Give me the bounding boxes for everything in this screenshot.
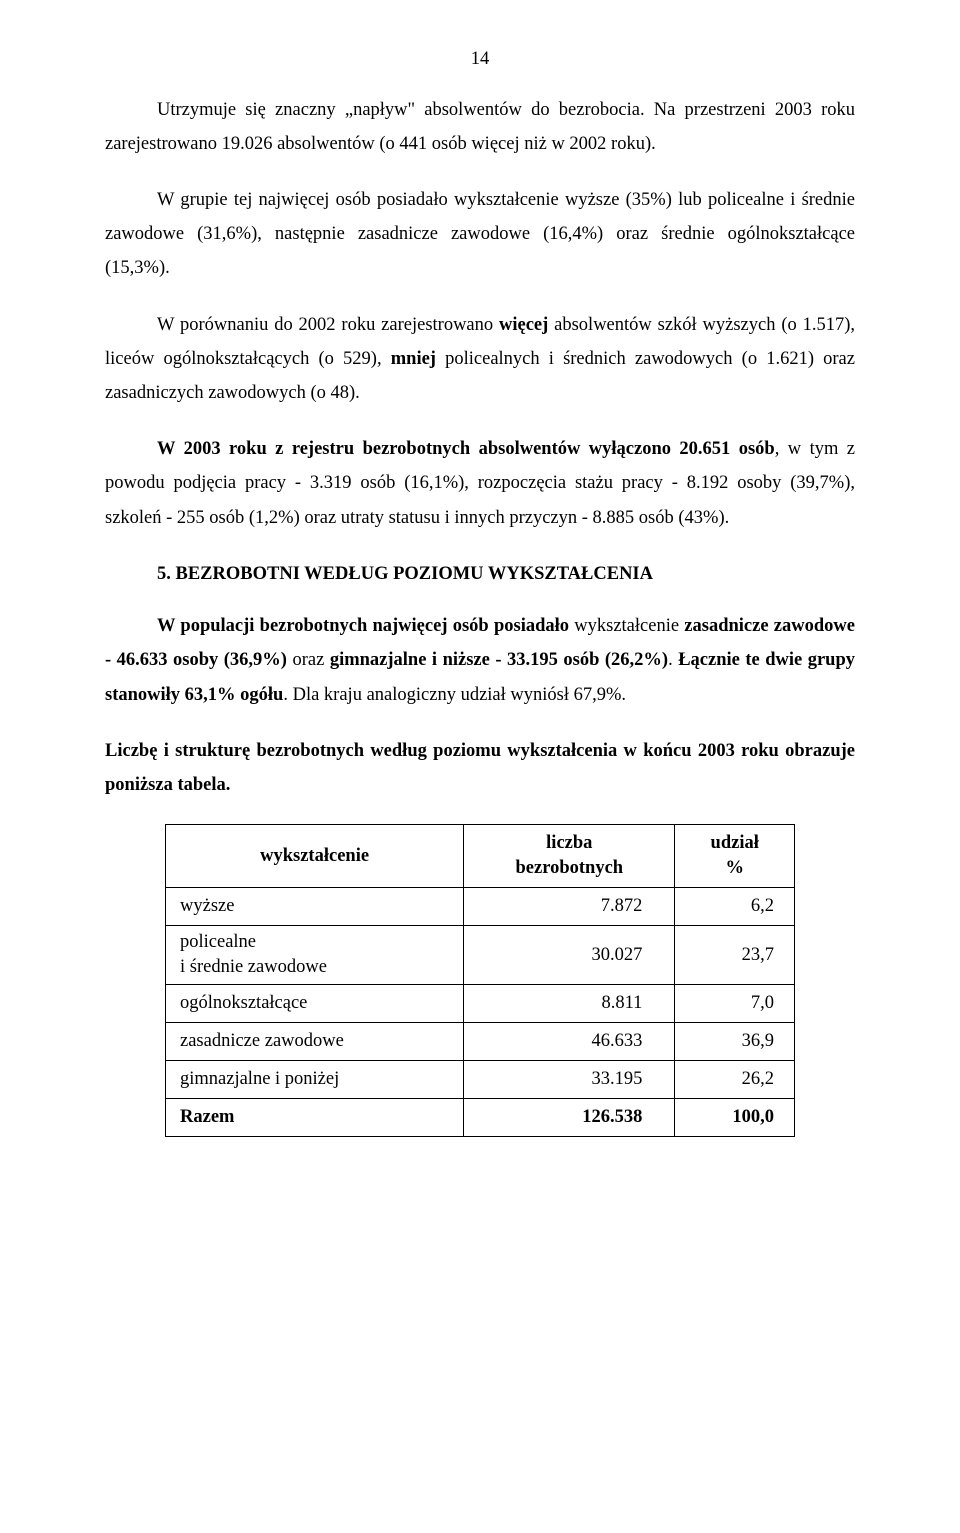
cell-value: 7,0: [675, 985, 795, 1023]
cell-value: 7.872: [464, 888, 675, 926]
cell-value: 8.811: [464, 985, 675, 1023]
cell-label: ogólnokształcące: [166, 985, 464, 1023]
text: Utrzymuje się znaczny „napływ" absolwent…: [105, 100, 855, 154]
paragraph-6: Liczbę i strukturę bezrobotnych według p…: [105, 734, 855, 802]
text: oraz: [287, 650, 330, 670]
page-number: 14: [105, 50, 855, 69]
bold-text: gimnazjalne i niższe - 33.195 osób (26,2…: [330, 650, 668, 670]
bold-text: W 2003 roku z rejestru bezrobotnych abso…: [157, 439, 775, 459]
text: W grupie tej najwięcej osób posiadało wy…: [105, 190, 855, 278]
cell-label: Razem: [166, 1098, 464, 1136]
cell-label: gimnazjalne i poniżej: [166, 1061, 464, 1099]
table-row: zasadnicze zawodowe 46.633 36,9: [166, 1023, 795, 1061]
cell-value: 33.195: [464, 1061, 675, 1099]
table-total-row: Razem 126.538 100,0: [166, 1098, 795, 1136]
cell-label: policealne i średnie zawodowe: [166, 926, 464, 985]
col-header-count: liczba bezrobotnych: [464, 825, 675, 888]
paragraph-4: W 2003 roku z rejestru bezrobotnych abso…: [105, 432, 855, 535]
cell-value: 23,7: [675, 926, 795, 985]
section-heading: 5. BEZROBOTNI WEDŁUG POZIOMU WYKSZTAŁCEN…: [105, 557, 855, 591]
cell-label: zasadnicze zawodowe: [166, 1023, 464, 1061]
text: i średnie zawodowe: [180, 957, 327, 977]
table-row: policealne i średnie zawodowe 30.027 23,…: [166, 926, 795, 985]
table-row: gimnazjalne i poniżej 33.195 26,2: [166, 1061, 795, 1099]
text: liczba: [546, 833, 592, 853]
table-row: wyższe 7.872 6,2: [166, 888, 795, 926]
text: udział: [711, 833, 759, 853]
text: . Dla kraju analogiczny udział wyniósł 6…: [283, 685, 626, 705]
bold-text: Liczbę i strukturę bezrobotnych według p…: [105, 741, 855, 795]
text: policealne: [180, 932, 256, 952]
cell-value: 36,9: [675, 1023, 795, 1061]
paragraph-5: W populacji bezrobotnych najwięcej osób …: [105, 609, 855, 712]
text: wykształcenie: [569, 616, 684, 636]
paragraph-1: Utrzymuje się znaczny „napływ" absolwent…: [105, 93, 855, 161]
text: W porównaniu do 2002 roku zarejestrowano: [157, 315, 499, 335]
cell-label: wyższe: [166, 888, 464, 926]
bold-text: mniej: [391, 349, 436, 369]
text: %: [725, 858, 744, 878]
cell-value: 6,2: [675, 888, 795, 926]
cell-value: 100,0: [675, 1098, 795, 1136]
cell-value: 126.538: [464, 1098, 675, 1136]
cell-value: 26,2: [675, 1061, 795, 1099]
text: bezrobotnych: [516, 858, 624, 878]
text: .: [668, 650, 678, 670]
table-header-row: wykształcenie liczba bezrobotnych udział…: [166, 825, 795, 888]
cell-value: 46.633: [464, 1023, 675, 1061]
paragraph-3: W porównaniu do 2002 roku zarejestrowano…: [105, 308, 855, 411]
paragraph-2: W grupie tej najwięcej osób posiadało wy…: [105, 183, 855, 286]
table-row: ogólnokształcące 8.811 7,0: [166, 985, 795, 1023]
document-page: 14 Utrzymuje się znaczny „napływ" absolw…: [0, 0, 960, 1197]
cell-value: 30.027: [464, 926, 675, 985]
education-table: wykształcenie liczba bezrobotnych udział…: [165, 824, 795, 1137]
bold-text: W populacji bezrobotnych najwięcej osób …: [157, 616, 569, 636]
col-header-share: udział %: [675, 825, 795, 888]
bold-text: więcej: [499, 315, 548, 335]
col-header-education: wykształcenie: [166, 825, 464, 888]
